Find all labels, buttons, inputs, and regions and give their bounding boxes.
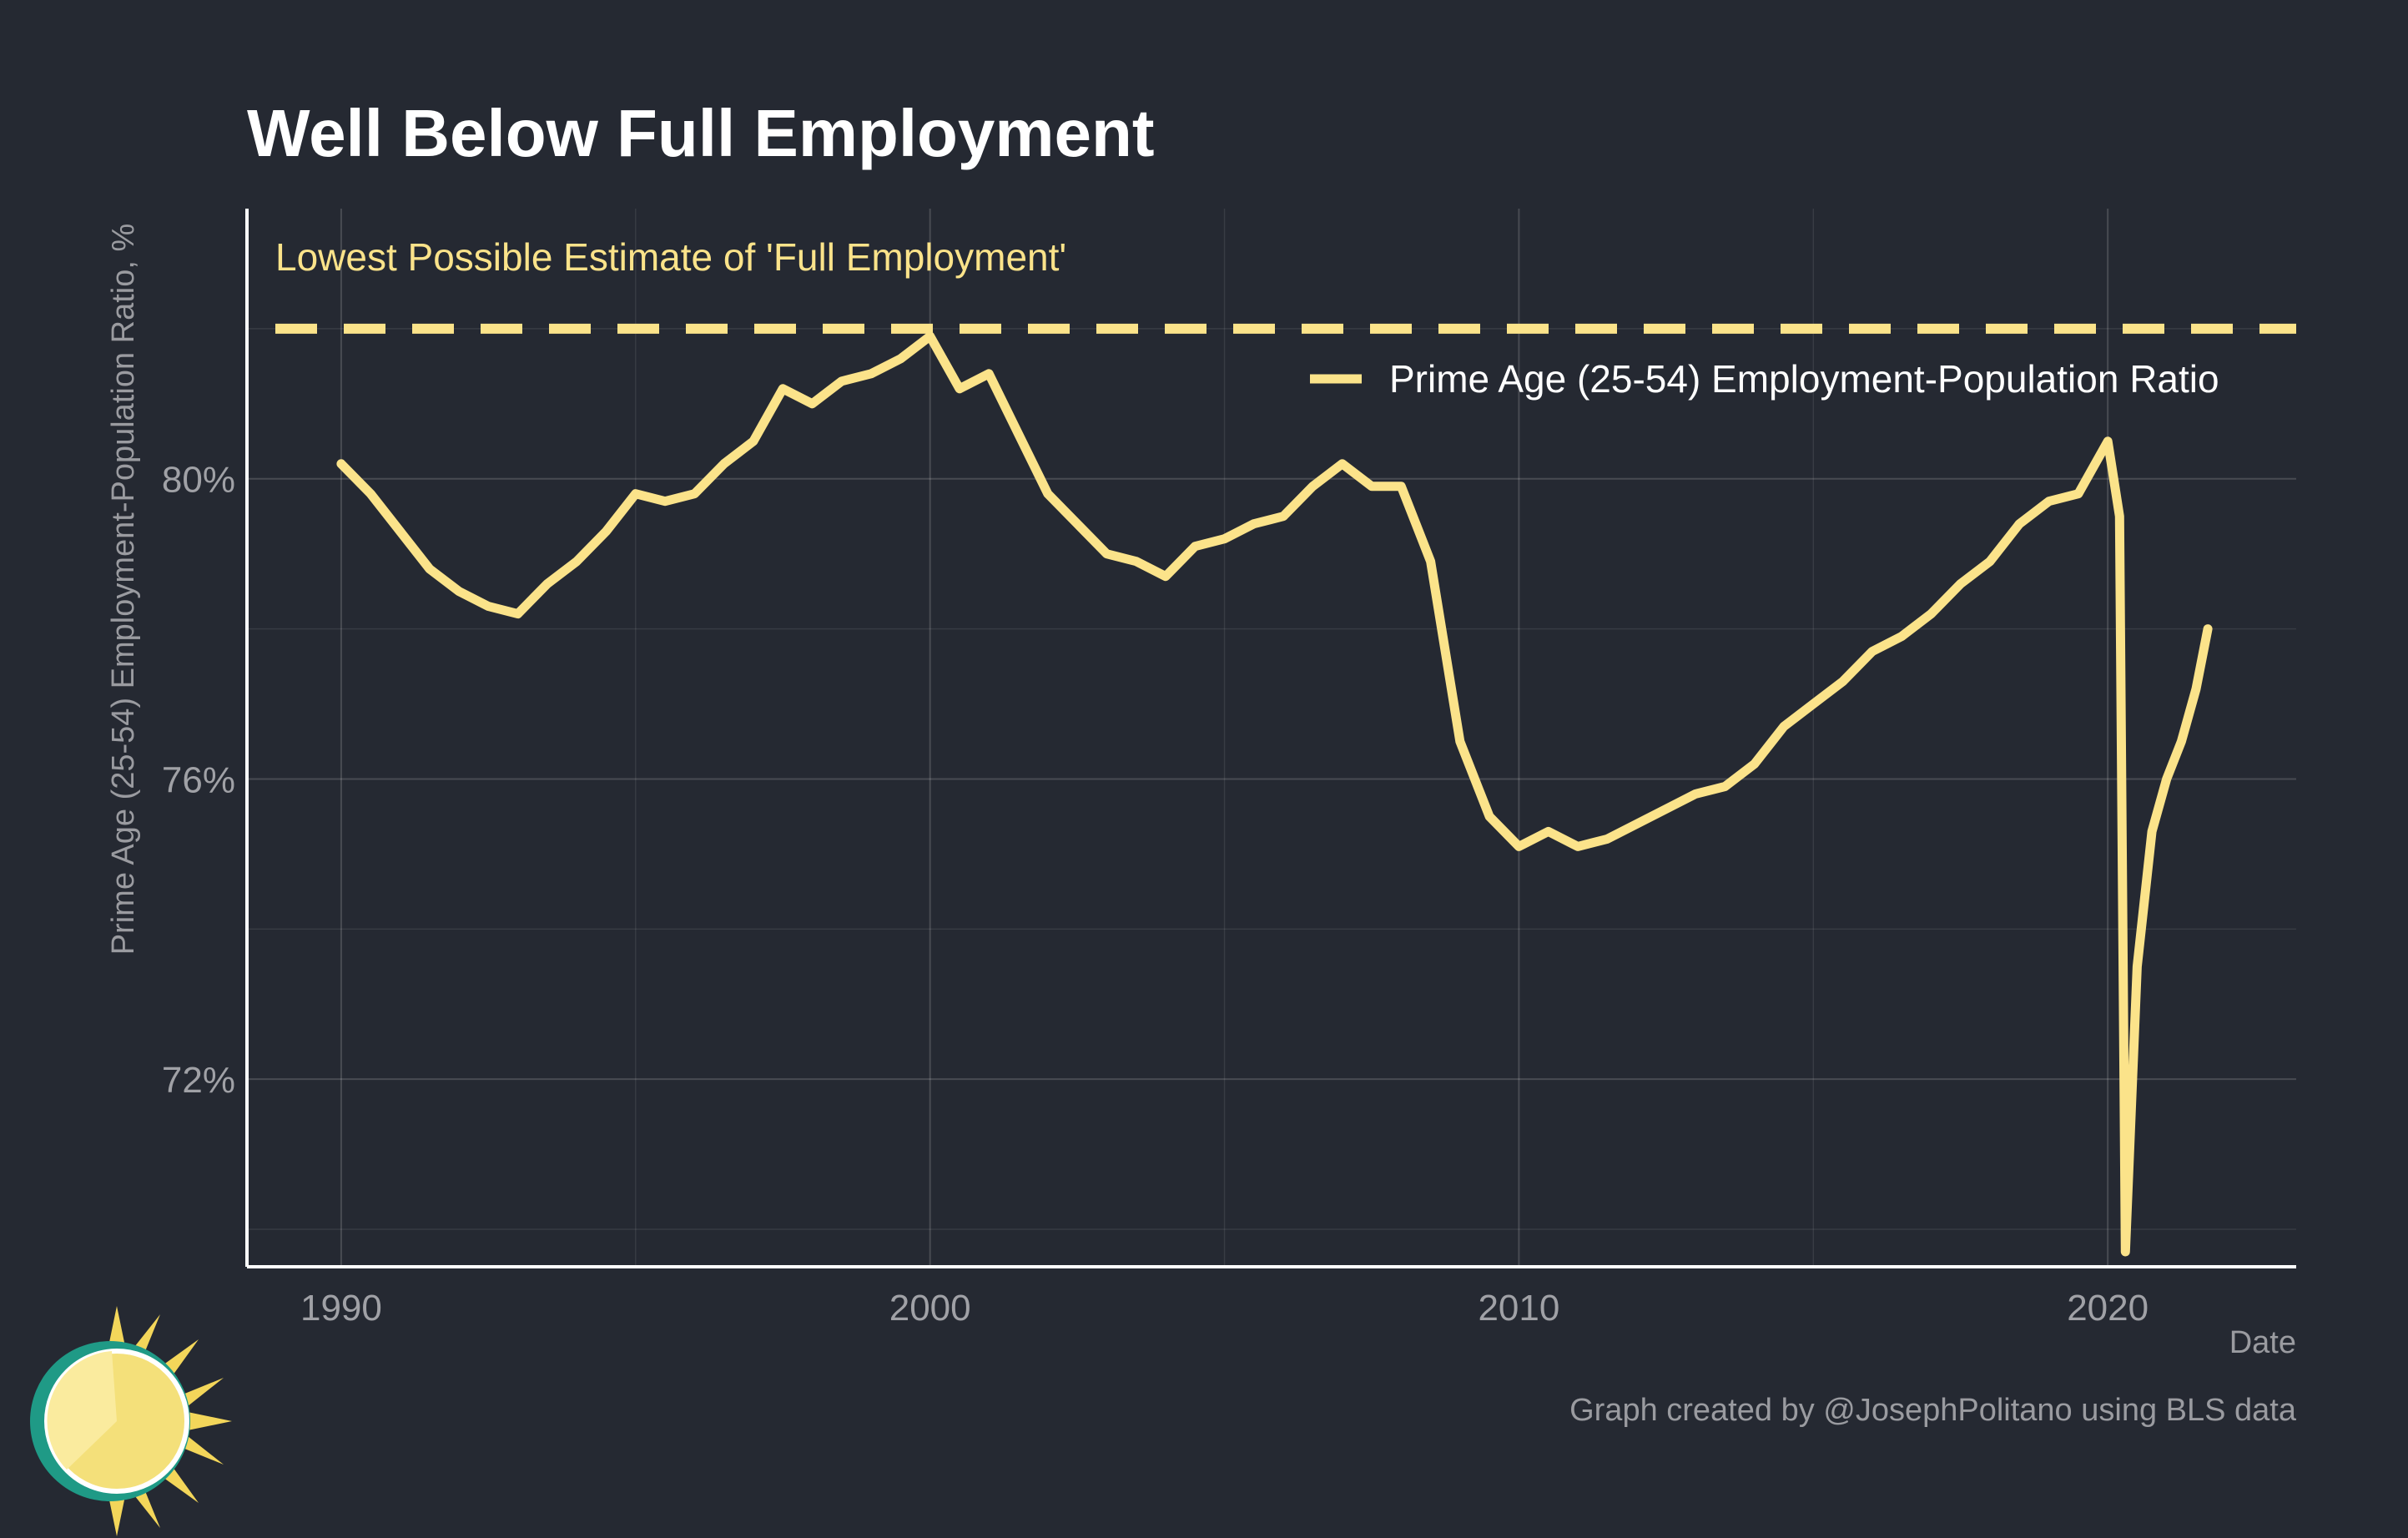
- y-axis-label: Prime Age (25-54) Employment-Population …: [106, 224, 141, 956]
- x-axis-label: Date: [2229, 1325, 2296, 1360]
- y-tick-labels: 72% 76% 80%: [162, 460, 235, 1101]
- x-tick-label: 2020: [2067, 1288, 2149, 1329]
- grid-lines: [247, 209, 2296, 1267]
- legend-label: Prime Age (25-54) Employment-Population …: [1389, 357, 2219, 401]
- y-tick-label: 80%: [162, 460, 235, 501]
- source-caption: Graph created by @JosephPolitano using B…: [1569, 1393, 2297, 1428]
- y-tick-label: 76%: [162, 759, 235, 800]
- x-tick-label: 2000: [889, 1288, 971, 1329]
- y-tick-label: 72%: [162, 1060, 235, 1101]
- legend: Prime Age (25-54) Employment-Population …: [1310, 357, 2219, 401]
- sun-logo-icon: [30, 1306, 232, 1536]
- x-tick-labels: 1990 2000 2010 2020: [300, 1288, 2149, 1329]
- chart-title: Well Below Full Employment: [247, 96, 1155, 170]
- series-line-prime-age-epop: [336, 331, 2213, 1257]
- reference-line-label: Lowest Possible Estimate of 'Full Employ…: [275, 235, 1066, 279]
- x-tick-label: 1990: [300, 1288, 382, 1329]
- x-tick-label: 2010: [1478, 1288, 1559, 1329]
